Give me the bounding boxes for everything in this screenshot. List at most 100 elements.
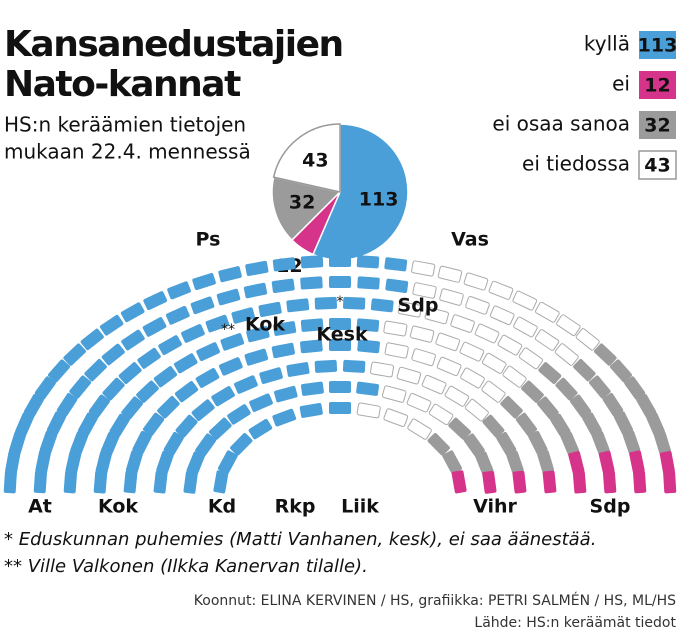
seat: [448, 417, 472, 440]
seat: [512, 470, 527, 494]
seat: [329, 339, 351, 351]
seat: [370, 298, 394, 313]
seat: [300, 255, 324, 269]
seat: [437, 265, 463, 283]
seat: [474, 323, 500, 344]
seat: [142, 412, 165, 436]
seat: [560, 431, 580, 456]
seat: [411, 260, 436, 277]
seat: [109, 413, 130, 438]
seat: [555, 377, 578, 401]
party-label: Kesk: [316, 324, 368, 346]
seat: [573, 359, 596, 382]
seat: [300, 318, 324, 332]
seat: [451, 470, 467, 494]
party-label: Ps: [196, 229, 221, 251]
seat: [121, 396, 143, 420]
legend-label: ei: [612, 72, 630, 96]
party-label: Vas: [451, 229, 489, 251]
seat: [272, 257, 296, 272]
seat: [497, 334, 523, 356]
seat: [101, 343, 125, 366]
seat: [610, 359, 632, 383]
seat: [624, 376, 646, 400]
seat: [329, 255, 351, 267]
seat: [121, 329, 145, 351]
pie-label: 113: [359, 188, 399, 210]
seat: [271, 342, 295, 359]
party-label: Sdp: [398, 295, 439, 317]
seat: [550, 413, 571, 438]
seat: [383, 320, 408, 337]
legend-label: ei tiedossa: [522, 152, 630, 176]
seat: [142, 317, 167, 337]
seat: [572, 470, 587, 494]
seat: [216, 288, 241, 306]
seat: [300, 339, 323, 354]
seat: [629, 450, 645, 474]
seat: [396, 366, 422, 385]
seat: [598, 450, 615, 475]
legend-swatch: [639, 31, 676, 59]
seat: [102, 377, 125, 401]
seat: [190, 296, 215, 315]
seat: [659, 451, 675, 475]
seat: [173, 353, 198, 374]
credit: Koonnut: ELINA KERVINEN / HS, grafiikka:…: [194, 592, 676, 609]
seat: [272, 408, 297, 427]
credit: Lähde: HS:n keräämät tiedot: [474, 615, 676, 631]
seat: [444, 385, 470, 407]
legend-swatch: [639, 71, 676, 99]
seat: [34, 376, 56, 400]
seat: [167, 281, 191, 300]
seat: [165, 305, 190, 325]
seat: [613, 411, 634, 436]
seat: [69, 375, 92, 399]
seat: [219, 357, 243, 376]
seat: [5, 451, 21, 475]
seat: [33, 470, 47, 494]
seat: [39, 430, 58, 455]
seat: [636, 394, 657, 418]
seat: [329, 381, 351, 393]
seat: [588, 375, 611, 399]
seat: [35, 450, 51, 474]
seat: [163, 431, 184, 456]
seat: [205, 314, 230, 333]
seat: [191, 399, 215, 421]
seat: [118, 362, 142, 384]
seat: [136, 380, 159, 403]
subtitle: mukaan 22.4. mennessä: [4, 140, 251, 164]
seat: [663, 470, 677, 494]
seat: [356, 381, 380, 396]
seat: [489, 305, 515, 326]
seat: [156, 450, 174, 475]
seat: [195, 368, 220, 388]
seat: [556, 314, 581, 337]
seat: [157, 396, 180, 419]
seat: [654, 431, 672, 456]
seat: [125, 450, 143, 474]
seat: [95, 451, 112, 475]
seat: [383, 408, 409, 427]
legend-label: ei osaa sanoa: [492, 112, 630, 136]
seat: [329, 276, 351, 288]
seat: [99, 314, 124, 336]
seat: [231, 307, 255, 324]
footnote: * Eduskunnan puhemies (Matti Vanhanen, k…: [4, 529, 596, 550]
seat: [518, 347, 544, 370]
pie-label: 43: [302, 150, 328, 172]
seat: [515, 412, 538, 436]
seat: [329, 402, 351, 414]
seat: [633, 470, 647, 494]
seat: [513, 316, 538, 338]
seat: [300, 381, 324, 396]
pie-slice: [272, 123, 341, 193]
seat: [158, 335, 182, 356]
seat: [537, 396, 559, 420]
seat: [227, 404, 251, 425]
seat: [475, 451, 494, 476]
seat: [63, 470, 78, 494]
seat: [132, 430, 152, 455]
